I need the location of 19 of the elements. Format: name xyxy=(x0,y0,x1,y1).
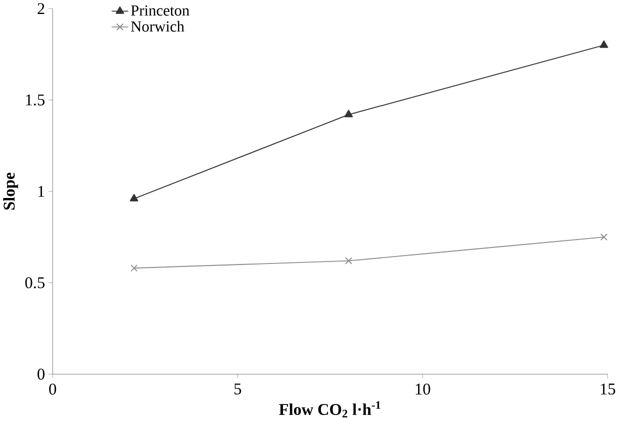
point xyxy=(130,194,138,202)
point xyxy=(345,258,352,265)
y-tick-label: 1.5 xyxy=(26,94,44,106)
x-axis-title: Flow CO$_{2}$ l·h$^{-1}$ xyxy=(279,401,380,418)
legend-label: Princeton xyxy=(130,6,190,16)
point xyxy=(600,234,608,241)
x-tick-label: 15 xyxy=(600,384,616,395)
legend-label: Norwich xyxy=(130,21,184,32)
y-tick-label: 0 xyxy=(38,368,45,380)
y-tick-label: 1 xyxy=(38,186,44,198)
x-tick-label: 0 xyxy=(49,384,56,395)
y-tick-label: 0.5 xyxy=(25,277,44,289)
y-axis-title: Slope xyxy=(3,172,18,210)
x-tick-label: 5 xyxy=(234,384,242,395)
point xyxy=(130,264,138,272)
point xyxy=(600,40,608,48)
x-tick-label: 10 xyxy=(416,384,430,395)
y-tick-label: 2 xyxy=(38,3,44,14)
point xyxy=(344,110,353,118)
